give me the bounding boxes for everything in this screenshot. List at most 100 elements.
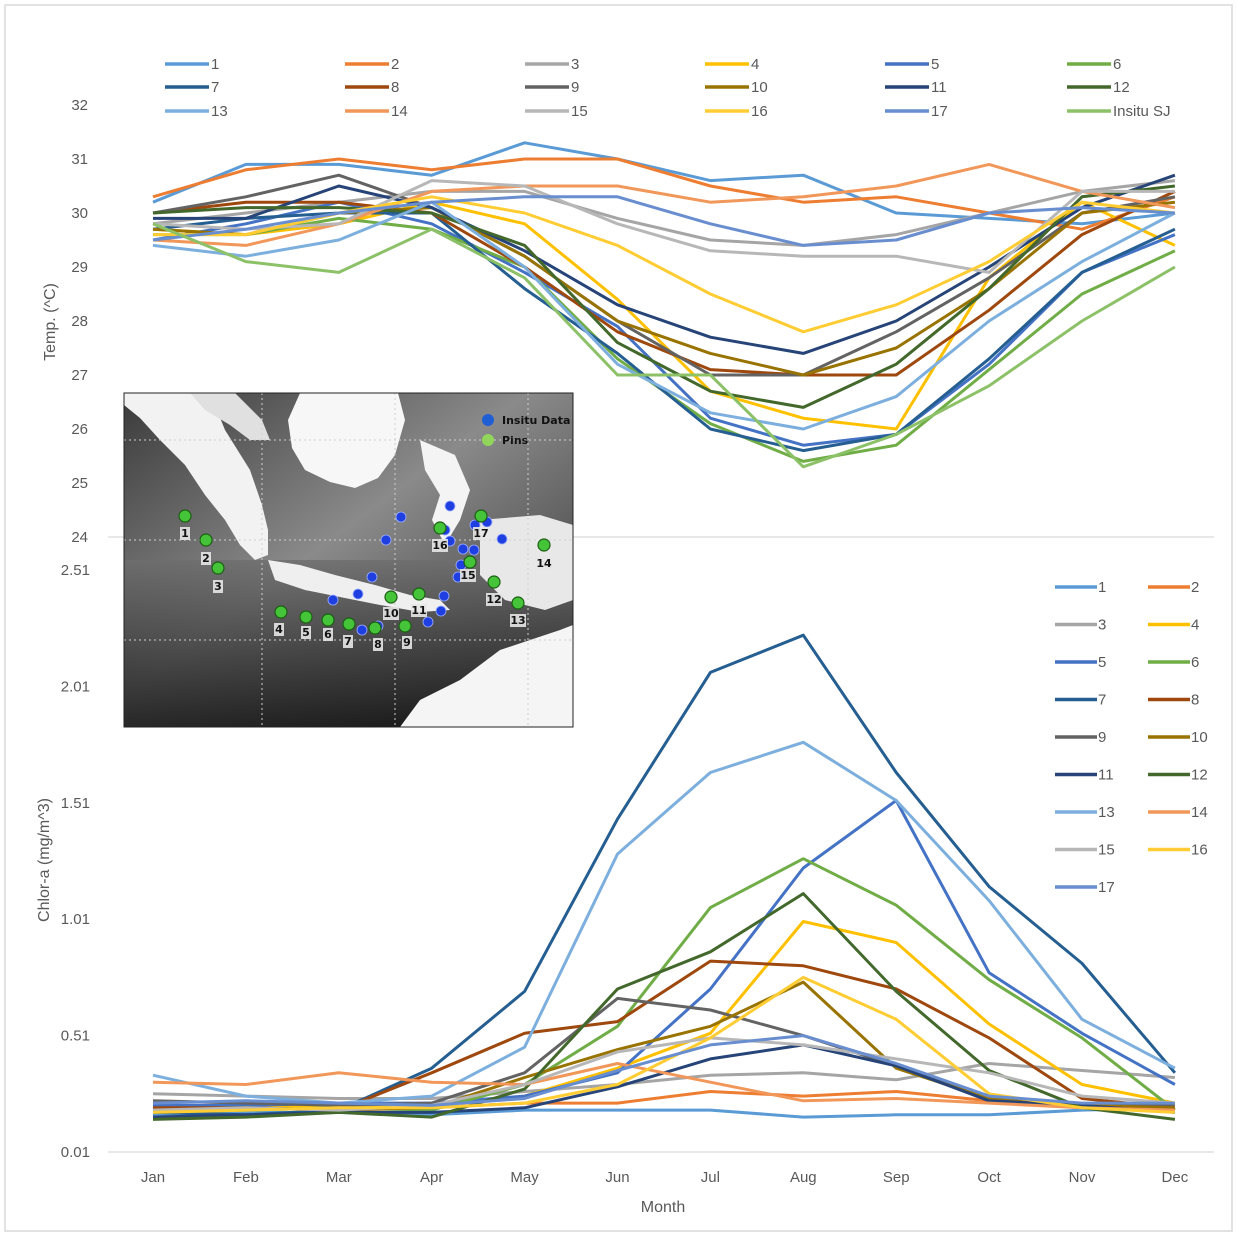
month-tick-label: May bbox=[510, 1169, 539, 1186]
temperature-legend-label: 15 bbox=[571, 103, 588, 120]
chlorophyll-legend-label: 2 bbox=[1191, 579, 1199, 596]
insitu-data-point bbox=[327, 594, 339, 606]
temperature-legend-label: 14 bbox=[391, 103, 408, 120]
pin-marker bbox=[398, 619, 412, 633]
temperature-legend-label: 12 bbox=[1113, 79, 1130, 96]
temperature-series-17 bbox=[152, 195, 1175, 247]
map-border bbox=[123, 392, 574, 728]
pin-marker bbox=[474, 509, 488, 523]
chlorophyll-legend-label: 7 bbox=[1098, 692, 1106, 709]
temperature-series-1 bbox=[152, 141, 1176, 226]
map-land-australia bbox=[400, 625, 573, 727]
pin-label-background bbox=[473, 527, 489, 540]
insitu-data-point bbox=[352, 588, 364, 600]
pin-label: 1 bbox=[181, 527, 189, 540]
pin-label: 15 bbox=[460, 569, 475, 582]
temperature-legend-label: 16 bbox=[751, 103, 768, 120]
map-land-sumatra bbox=[124, 393, 268, 560]
insitu-data-point bbox=[468, 544, 480, 556]
pin-label-background bbox=[402, 636, 412, 649]
temperature-legend-label: 17 bbox=[931, 103, 948, 120]
temperature-legend-label: 4 bbox=[751, 56, 759, 73]
temperature-series-lines bbox=[152, 141, 1176, 469]
insitu-data-point bbox=[435, 605, 447, 617]
chlorophyll-legend-label: 16 bbox=[1191, 842, 1208, 859]
map-land-java bbox=[268, 560, 450, 612]
month-x-axis: Jan Feb Mar Apr May Jun Jul Aug Sep Oct Nov Dec bbox=[141, 1169, 1189, 1186]
pin-label-background bbox=[180, 527, 190, 540]
insitu-data-point bbox=[395, 511, 407, 523]
temperature-y-axis-title: Temp. (^C) bbox=[42, 283, 59, 361]
pin-label-background bbox=[213, 580, 223, 593]
chlorophyll-y-tick: 2.01 bbox=[61, 678, 90, 695]
temperature-legend-label: 6 bbox=[1113, 56, 1121, 73]
pin-label: 14 bbox=[536, 557, 552, 570]
chlorophyll-y-tick: 0.01 bbox=[61, 1144, 90, 1161]
pin-marker bbox=[199, 533, 213, 547]
temperature-series-8 bbox=[152, 190, 1176, 377]
temperature-y-tick: 30 bbox=[71, 205, 88, 222]
temperature-series-12 bbox=[152, 184, 1176, 409]
insitu-data-point bbox=[422, 616, 434, 628]
pin-marker bbox=[321, 613, 335, 627]
pin-marker bbox=[384, 590, 398, 604]
insitu-data-point bbox=[356, 624, 368, 636]
temperature-series-15 bbox=[152, 179, 1175, 274]
month-tick-label: Dec bbox=[1162, 1169, 1189, 1186]
map-graticule bbox=[124, 393, 573, 727]
month-tick-label: Oct bbox=[977, 1169, 1001, 1186]
chlorophyll-legend-label: 14 bbox=[1191, 804, 1208, 821]
temperature-series-13 bbox=[152, 200, 1176, 431]
chlorophyll-series-3 bbox=[152, 1062, 1176, 1100]
pin-label-background bbox=[274, 623, 284, 636]
temperature-series-7 bbox=[152, 211, 1176, 453]
insitu-data-point bbox=[366, 571, 378, 583]
temperature-y-tick: 32 bbox=[71, 97, 88, 114]
pin-label: 12 bbox=[486, 593, 501, 606]
map-legend-insitu-marker bbox=[482, 414, 494, 426]
temperature-legend-label: 8 bbox=[391, 79, 399, 96]
temperature-y-tick: 27 bbox=[71, 367, 88, 384]
temperature-series-2 bbox=[152, 157, 1176, 231]
pin-marker bbox=[211, 561, 225, 575]
temperature-legend-label: 9 bbox=[571, 79, 579, 96]
temperature-legend-label: 11 bbox=[931, 79, 947, 96]
pin-label: 13 bbox=[510, 614, 525, 627]
temperature-y-tick: 28 bbox=[71, 313, 88, 330]
pin-label-background bbox=[383, 607, 399, 620]
x-axis-title: Month bbox=[641, 1199, 685, 1216]
pin-label-background bbox=[411, 604, 427, 617]
map-legend-pins-marker bbox=[482, 434, 494, 446]
chlorophyll-legend-label: 5 bbox=[1098, 654, 1106, 671]
pin-label: 7 bbox=[344, 635, 352, 648]
pin-label: 8 bbox=[374, 638, 382, 651]
pin-marker bbox=[299, 610, 313, 624]
temperature-legend-label: 3 bbox=[571, 56, 579, 73]
chlorophyll-y-axis: 0.01 0.51 1.01 1.51 2.01 2.51 bbox=[61, 562, 1214, 1161]
map-land-malay bbox=[190, 393, 270, 440]
month-tick-label: Feb bbox=[233, 1169, 259, 1186]
pin-label: 6 bbox=[324, 628, 332, 641]
pin-label: 2 bbox=[202, 552, 210, 565]
chlorophyll-y-tick: 0.51 bbox=[61, 1028, 90, 1045]
chlorophyll-legend-label: 6 bbox=[1191, 654, 1199, 671]
month-tick-label: Sep bbox=[883, 1169, 910, 1186]
map-land-sulawesi bbox=[420, 440, 470, 545]
pin-label-background bbox=[343, 635, 353, 648]
pin-marker bbox=[368, 621, 382, 635]
insitu-data-point bbox=[496, 533, 508, 545]
chlorophyll-legend-label: 13 bbox=[1098, 804, 1115, 821]
pin-marker bbox=[487, 575, 501, 589]
pin-marker bbox=[537, 538, 551, 552]
pin-label-background bbox=[201, 552, 211, 565]
map-legend-insitu-label: Insitu Data bbox=[502, 414, 570, 427]
month-tick-label: Jun bbox=[605, 1169, 629, 1186]
chlorophyll-legend-label: 12 bbox=[1191, 767, 1208, 784]
temperature-legend-label: 10 bbox=[751, 79, 768, 96]
temperature-series-3 bbox=[152, 179, 1176, 247]
pin-label-background bbox=[301, 626, 311, 639]
month-tick-label: Jan bbox=[141, 1169, 165, 1186]
